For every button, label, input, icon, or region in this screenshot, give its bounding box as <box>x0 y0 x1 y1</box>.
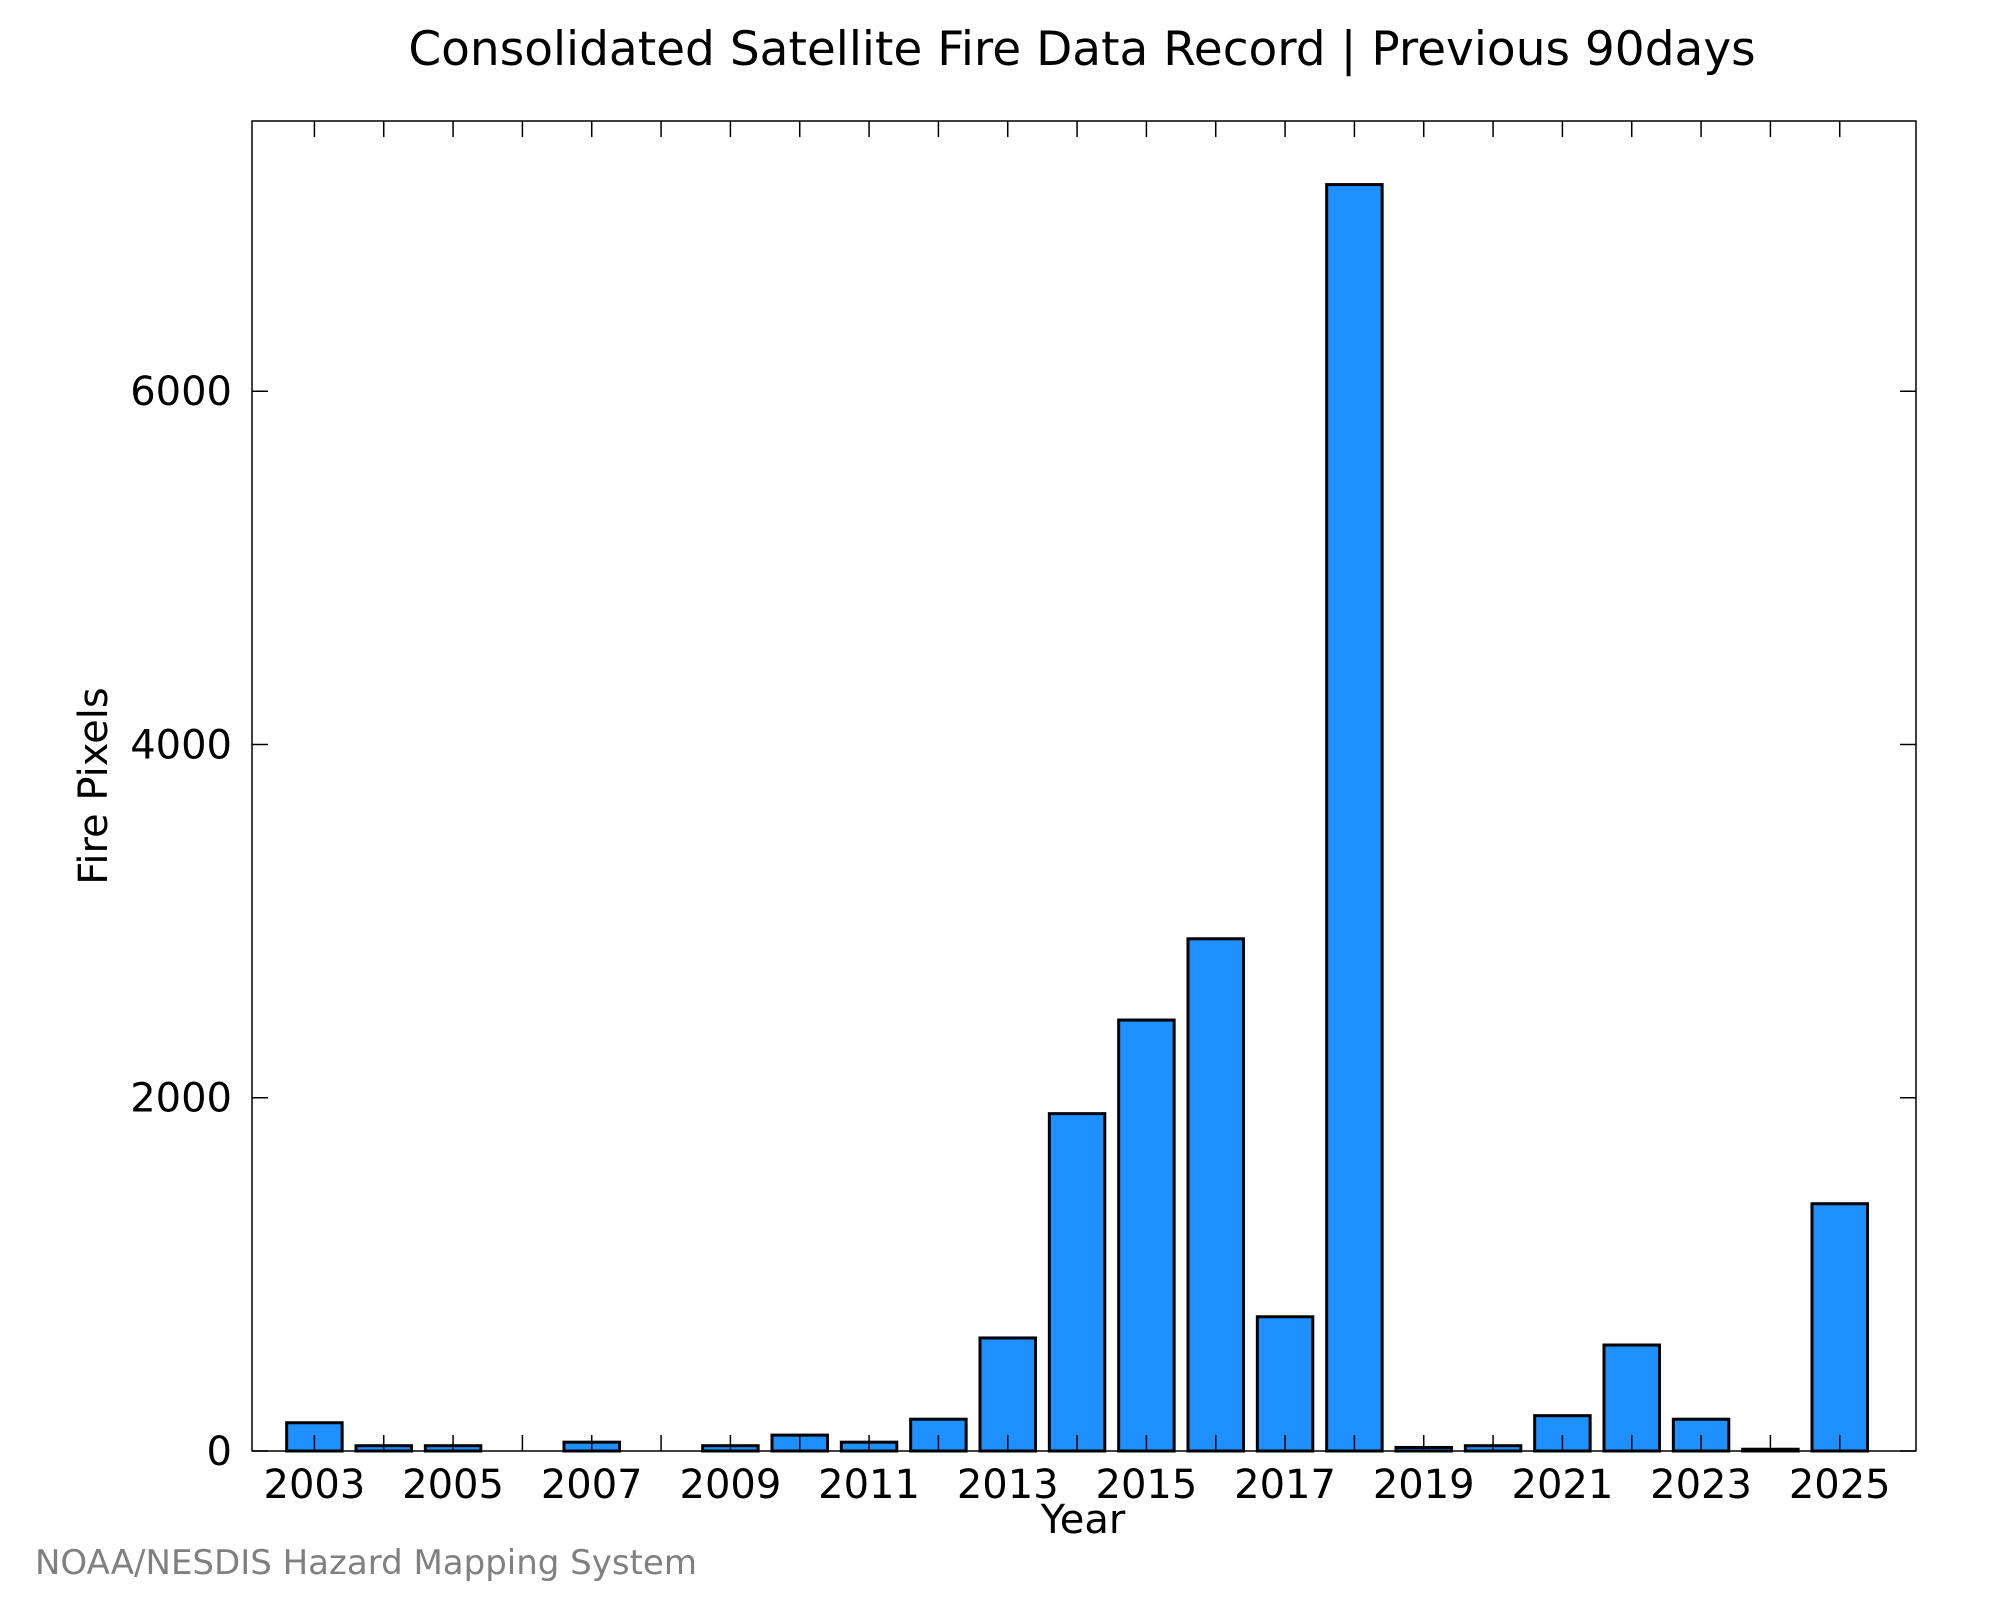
x-tick-label-2017: 2017 <box>1234 1462 1336 1508</box>
x-tick-label-2013: 2013 <box>957 1462 1059 1508</box>
x-tick-label-2025: 2025 <box>1789 1462 1891 1508</box>
x-tick-label-2003: 2003 <box>264 1462 366 1508</box>
y-tick-label-2000: 2000 <box>130 1076 232 1122</box>
x-tick-label-2007: 2007 <box>541 1462 643 1508</box>
y-axis-label: Fire Pixels <box>71 687 117 884</box>
bar-2014 <box>1047 1112 1107 1453</box>
x-tick-label-2021: 2021 <box>1512 1462 1614 1508</box>
bar-2022 <box>1602 1343 1661 1453</box>
bar-2015 <box>1117 1018 1176 1453</box>
y-tick-label-6000: 6000 <box>130 369 232 415</box>
x-tick-label-2011: 2011 <box>818 1462 920 1508</box>
x-tick-label-2023: 2023 <box>1650 1462 1752 1508</box>
chart-title: Consolidated Satellite Fire Data Record … <box>408 22 1755 77</box>
bar-2017 <box>1255 1315 1315 1453</box>
x-tick-label-2019: 2019 <box>1373 1462 1475 1508</box>
y-tick-label-4000: 4000 <box>130 722 232 768</box>
y-tick-label-0: 0 <box>207 1429 232 1475</box>
plot-area-frame <box>251 120 1917 1452</box>
ticks-layer: 2003 2005 2007 2009 2011 2013 2015 2017 2019 2021… <box>130 121 1916 1508</box>
bar-2013 <box>978 1336 1037 1453</box>
x-tick-label-2005: 2005 <box>402 1462 504 1508</box>
bar-2016 <box>1186 937 1245 1453</box>
x-tick-label-2015: 2015 <box>1096 1462 1198 1508</box>
bar-2025 <box>1810 1202 1869 1453</box>
x-axis-label: Year <box>1040 1497 1126 1543</box>
bar-2018 <box>1325 183 1384 1453</box>
source-credit: NOAA/NESDIS Hazard Mapping System <box>35 1543 697 1583</box>
x-tick-label-2009: 2009 <box>680 1462 782 1508</box>
